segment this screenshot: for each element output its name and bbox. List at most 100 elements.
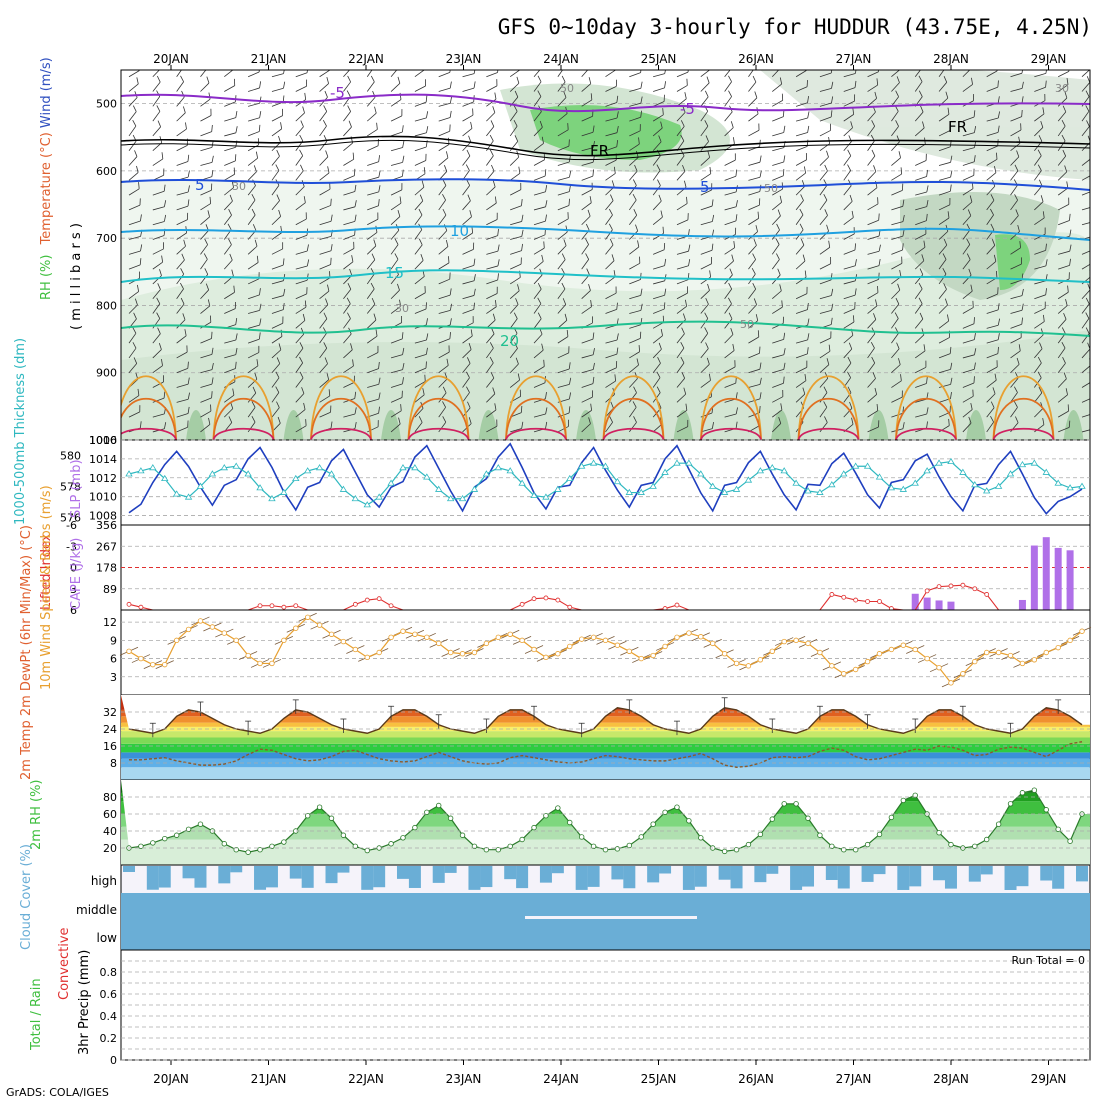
barb-shaft [248, 324, 260, 329]
barb-shaft [962, 354, 975, 359]
barb-shaft [772, 161, 784, 166]
barb-flag [489, 134, 494, 142]
barb-flag [424, 286, 426, 293]
wind-barb [295, 371, 304, 388]
barb-flag [633, 386, 637, 393]
barb-flag [1067, 285, 1069, 293]
wind-barb [629, 416, 637, 433]
barb-shaft [867, 187, 878, 196]
contour-20 [121, 320, 1090, 337]
rh-blob [966, 410, 986, 440]
barb-flag [211, 362, 214, 370]
barb-flag [636, 358, 639, 366]
barb-shaft [843, 249, 856, 255]
precip-ylabel-units: 3hr Precip (mm) [77, 950, 92, 1055]
wind-barb [343, 105, 351, 122]
wind-barb [1057, 165, 1068, 181]
wind-barb [557, 313, 568, 329]
barb-shaft [557, 231, 568, 240]
barb-shaft [867, 250, 880, 255]
chart-title: GFS 0~10day 3-hourly for HUDDUR (43.75E,… [498, 15, 1092, 39]
barb-flag [209, 315, 212, 323]
data-point [126, 648, 132, 654]
cloud-high-bar [980, 866, 993, 875]
barb-shaft [1034, 321, 1045, 329]
barb-shaft [676, 71, 689, 78]
barb-flag [1086, 76, 1090, 83]
barb-shaft [700, 141, 709, 151]
barb-flag [497, 259, 500, 267]
data-point [756, 467, 765, 474]
barb-shaft [1057, 410, 1069, 418]
data-point [698, 835, 704, 841]
wind-barb [915, 185, 929, 196]
data-point [936, 664, 942, 671]
wind-barb [676, 213, 689, 226]
barb-shaft [819, 263, 831, 270]
data-point [912, 646, 918, 653]
li-point [519, 601, 525, 607]
wind-barb [390, 238, 399, 255]
wind-barb [676, 164, 686, 181]
pressure-tick: 600 [96, 165, 117, 178]
barb-shaft [986, 145, 998, 152]
barb-flag [1091, 391, 1096, 398]
temp-color-band [121, 743, 1090, 753]
barb-shaft [176, 319, 186, 329]
barb-flag [181, 253, 185, 261]
data-point [733, 660, 740, 667]
wind-barb [771, 238, 780, 255]
data-point [494, 464, 502, 471]
wind-barb [1010, 386, 1018, 403]
barb-shaft [1057, 305, 1068, 314]
barb-flag [997, 96, 1000, 103]
barb-shaft [938, 190, 951, 196]
wind-barb [771, 416, 782, 433]
surface-temp-contour [310, 427, 372, 440]
barb-shaft [414, 160, 426, 166]
barb-shaft [1034, 392, 1043, 403]
barb-shaft [1034, 348, 1043, 359]
barb-flag [466, 149, 471, 157]
barb-shaft [1034, 127, 1044, 137]
barb-shaft [343, 111, 351, 122]
wind-barb [819, 401, 828, 418]
barb-flag [1092, 422, 1096, 429]
barb-flag [473, 288, 476, 296]
barb-shaft [176, 426, 188, 433]
barb-shaft [343, 303, 351, 314]
wind-barb [390, 332, 404, 344]
barb-flag [418, 416, 423, 423]
barb-shaft [343, 261, 354, 270]
data-point [829, 843, 835, 849]
barb-shaft [486, 72, 498, 78]
barb-flag [139, 405, 141, 412]
barb-shaft [486, 202, 497, 211]
wind-barb [533, 120, 543, 137]
surface-temp-contour [992, 398, 1055, 440]
barb-shaft [676, 265, 689, 270]
barb-flag [851, 417, 854, 425]
data-point [935, 459, 943, 466]
wind-barb [629, 372, 638, 388]
li-point [567, 604, 573, 610]
wind-barb [1081, 174, 1090, 181]
barb-flag [426, 333, 429, 341]
barb-flag [133, 357, 138, 364]
wind-barb [1057, 120, 1066, 137]
barb-shaft [772, 132, 784, 137]
barb-flag [566, 329, 569, 337]
barb-flag [918, 297, 923, 304]
barb-shaft [224, 132, 236, 137]
wind-barb [247, 386, 257, 403]
barb-flag [876, 404, 879, 411]
barb-flag [183, 239, 186, 247]
barb-flag [1039, 342, 1043, 349]
barb-shaft [390, 70, 400, 77]
barb-flag [230, 402, 234, 409]
wind-barb [795, 373, 807, 388]
wind-barb [367, 225, 378, 240]
wind-barb [914, 70, 923, 77]
barb-flag [895, 90, 899, 97]
